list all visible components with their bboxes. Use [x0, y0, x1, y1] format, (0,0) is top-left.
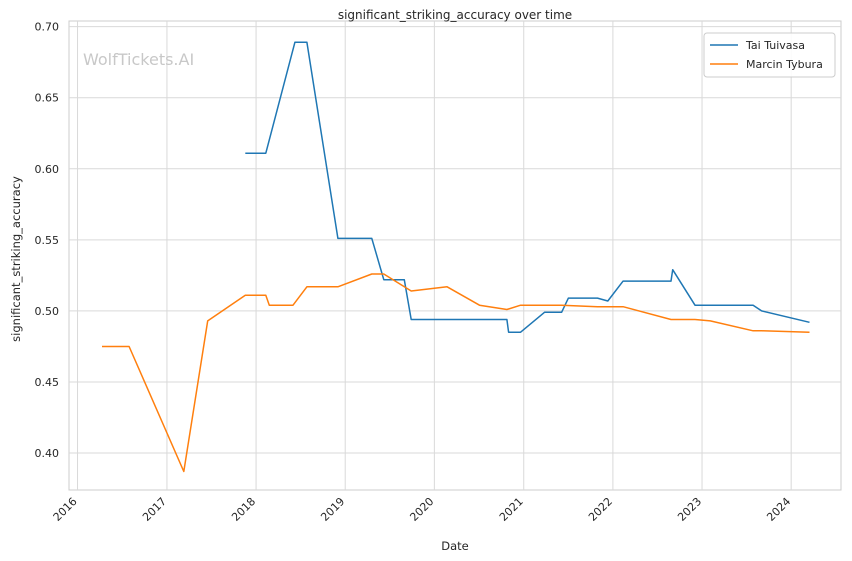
- series-line-1: [102, 273, 810, 473]
- x-tick-label: 2023: [675, 495, 704, 524]
- y-tick-label: 0.50: [35, 305, 60, 318]
- x-tick-label: 2016: [51, 495, 80, 524]
- plot-area: [68, 20, 842, 491]
- x-tick-labels: 2016 2017 2018 2019 2020 2021 2022 2023 2024: [51, 495, 794, 524]
- watermark-text: WolfTickets.AI: [83, 50, 194, 69]
- chart-title: significant_striking_accuracy over time: [338, 8, 572, 22]
- x-tick-label: 2018: [229, 495, 258, 524]
- y-tick-labels: 0.40 0.45 0.50 0.55 0.60 0.65 0.70: [35, 21, 60, 460]
- y-tick-label: 0.65: [35, 92, 60, 105]
- x-tick-label: 2019: [318, 495, 347, 524]
- x-tick-label: 2017: [140, 495, 169, 524]
- x-tick-label: 2024: [764, 495, 793, 524]
- x-tick-label: 2020: [407, 495, 436, 524]
- legend-label-1: Marcin Tybura: [746, 58, 823, 71]
- legend-label-0: Tai Tuivasa: [745, 39, 805, 52]
- series-line-0: [245, 41, 810, 333]
- y-tick-label: 0.60: [35, 163, 60, 176]
- y-tick-label: 0.45: [35, 376, 60, 389]
- y-tick-label: 0.70: [35, 21, 60, 34]
- y-axis-label: significant_striking_accuracy: [9, 176, 23, 342]
- series-lines: [102, 41, 810, 473]
- legend: Tai Tuivasa Marcin Tybura: [703, 32, 836, 78]
- x-tick-label: 2022: [586, 495, 615, 524]
- x-tick-label: 2021: [497, 495, 526, 524]
- y-tick-label: 0.40: [35, 447, 60, 460]
- y-tick-label: 0.55: [35, 234, 60, 247]
- x-axis-label: Date: [441, 539, 469, 553]
- legend-box: [703, 32, 836, 78]
